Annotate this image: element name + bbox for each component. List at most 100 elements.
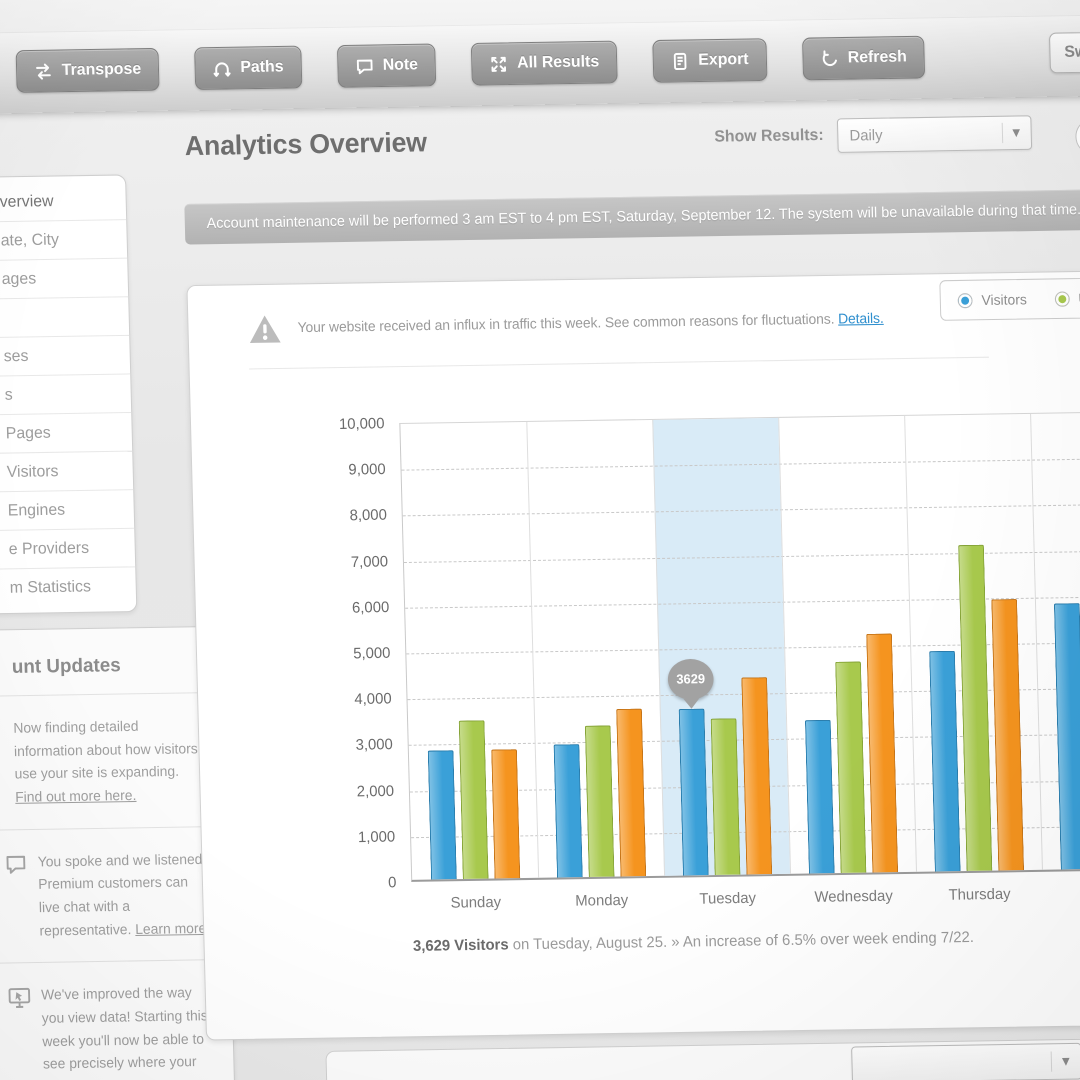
sidebar-item-label: s <box>4 385 13 404</box>
sidebar-item[interactable]: ages <box>0 258 129 301</box>
sidebar-item[interactable]: m Statistics <box>0 567 136 608</box>
column-separator <box>1030 413 1043 870</box>
y-axis-label: 0 <box>387 873 397 892</box>
toolbar-button-label: All Results <box>516 53 600 72</box>
y-axis-label: 1,000 <box>357 828 396 846</box>
main-panel: Your website received an influx in traff… <box>186 268 1080 1041</box>
account-update-item: You spoke and we listened. Premium custo… <box>0 826 215 965</box>
sidebar-item[interactable]: ses <box>0 335 131 378</box>
chart-bar-visitors-tuesday <box>678 708 709 876</box>
details-link[interactable]: Details. <box>837 309 884 327</box>
account-updates-title: unt Updates <box>0 653 208 698</box>
chart-bar-uni-thursday <box>958 544 993 871</box>
sidebar-item-label: ages <box>1 269 37 288</box>
account-update-text: We've improved the way you view data! St… <box>41 981 215 1080</box>
chart-caption: 3,629 Visitors on Tuesday, August 25. » … <box>413 929 974 955</box>
chart-bar-visitors-monday <box>553 744 583 878</box>
sidebar-item-label: ate, City <box>0 230 60 250</box>
account-updates-list: Now finding detailed information about h… <box>0 693 220 1080</box>
sidebar-nav: verview ate, City ages ses s Pages Visitors Eng… <box>0 174 138 616</box>
sidebar-item-label: ses <box>3 347 29 365</box>
bottom-dropdown[interactable]: ▼ <box>851 1042 1080 1080</box>
toolbar-button-all-results[interactable]: All Results <box>470 40 618 86</box>
show-results-value: Daily <box>849 126 883 145</box>
account-update-text: You spoke and we listened. Premium custo… <box>37 850 211 939</box>
alert-message: Your website received an influx in traff… <box>297 310 835 336</box>
caption-highlight: 3,629 Visitors <box>412 936 509 955</box>
x-axis-label: Monday <box>575 891 629 910</box>
chart-bar-series2-wednesday <box>866 633 899 873</box>
sidebar-item[interactable]: verview <box>0 181 127 224</box>
account-update-item: Now finding detailed information about h… <box>0 693 212 832</box>
export-icon <box>670 51 689 71</box>
account-update-link[interactable]: Learn more. <box>134 919 211 937</box>
sidebar-item[interactable]: e Providers <box>0 528 136 571</box>
y-axis-label: 10,000 <box>338 415 385 434</box>
y-axis-label: 5,000 <box>352 644 391 663</box>
chart-bar-visitors-sunday <box>427 750 457 880</box>
column-separator <box>526 421 540 878</box>
caret-down-icon: ▼ <box>1001 122 1021 144</box>
refresh-icon <box>820 49 839 69</box>
sidebar-item[interactable]: Visitors <box>0 451 134 494</box>
toolbar-button-label: Export <box>698 50 749 69</box>
toolbar-button-note[interactable]: Note <box>336 43 437 88</box>
sidebar-item-label: e Providers <box>8 539 90 558</box>
caption-rest: on Tuesday, August 25. » An increase of … <box>508 928 975 954</box>
show-results-control: Show Results: Daily ▼ <box>714 115 1033 155</box>
sidebar-item-label: Visitors <box>6 462 59 481</box>
sidebar-item[interactable]: s <box>0 374 132 417</box>
x-axis-label: Friday <box>1042 883 1080 902</box>
chart-legend: Visitors Uni <box>939 275 1080 321</box>
y-axis-label: 4,000 <box>354 690 392 709</box>
chart-bar-visitors-wednesday <box>804 719 835 874</box>
chart-bar-visitors-friday <box>1053 602 1080 870</box>
maintenance-banner-text: Account maintenance will be performed 3 … <box>206 201 1080 233</box>
show-results-dropdown[interactable]: Daily ▼ <box>837 115 1033 153</box>
chart-bar-uni-sunday <box>458 720 489 880</box>
sidebar-item[interactable]: Pages <box>0 413 133 455</box>
y-axis-label: 3,000 <box>355 736 394 755</box>
toolbar-button-label: Note <box>382 55 419 74</box>
top-toolbar: Transpose Paths Note All Results Export Refre… <box>0 8 1080 118</box>
traffic-alert: Your website received an influx in traff… <box>247 301 989 370</box>
warning-icon <box>248 313 283 348</box>
account-update-text: Now finding detailed information about h… <box>13 717 198 805</box>
alert-text: Your website received an influx in traff… <box>297 304 884 336</box>
sidebar-item[interactable] <box>0 297 130 340</box>
legend-item[interactable]: Visitors <box>957 291 1027 308</box>
chart-bar-uni-tuesday <box>710 718 741 876</box>
chart-bar-uni-monday <box>584 725 615 878</box>
account-update-link[interactable]: Find out more here. <box>14 786 137 805</box>
x-axis-label: Thursday <box>948 885 1011 904</box>
toolbar-button-refresh[interactable]: Refresh <box>801 35 926 81</box>
y-axis-label: 2,000 <box>356 782 395 801</box>
toolbar-button-export[interactable]: Export <box>652 38 767 83</box>
y-axis-label: 7,000 <box>350 552 389 571</box>
sidebar-item-label: m Statistics <box>9 577 92 597</box>
column-separator <box>904 415 917 872</box>
toolbar-button-row: Transpose Paths Note All Results Export Refre… <box>15 35 926 93</box>
all-results-icon <box>489 54 508 74</box>
sidebar-item[interactable]: Engines <box>0 490 135 532</box>
sidebar-item-label: verview <box>0 192 54 211</box>
sidebar-item-label: Pages <box>5 423 51 442</box>
chart-bar-series2-tuesday <box>741 676 773 875</box>
legend-dot <box>957 292 973 308</box>
chart-bar-visitors-thursday <box>929 650 961 872</box>
bar-chart: 0 1,000 2,000 3,000 4,000 5,000 6,000 7,000 8,00… <box>339 409 1080 912</box>
page-title: Analytics Overview <box>184 126 428 162</box>
legend-label: Visitors <box>981 291 1027 309</box>
x-axis-label: Tuesday <box>699 889 757 908</box>
account-update-item: We've improved the way you view data! St… <box>0 961 220 1080</box>
show-results-label: Show Results: <box>714 126 824 146</box>
toolbar-button-label: Refresh <box>847 48 908 67</box>
legend-item[interactable]: Uni <box>1054 290 1080 307</box>
y-axis-label: 9,000 <box>348 460 386 479</box>
toolbar-button-transpose[interactable]: Transpose <box>15 47 160 93</box>
switch-button[interactable]: Swit <box>1048 30 1080 74</box>
chat-icon <box>4 850 30 942</box>
toolbar-button-paths[interactable]: Paths <box>194 45 302 91</box>
sidebar-item[interactable]: ate, City <box>0 220 128 262</box>
